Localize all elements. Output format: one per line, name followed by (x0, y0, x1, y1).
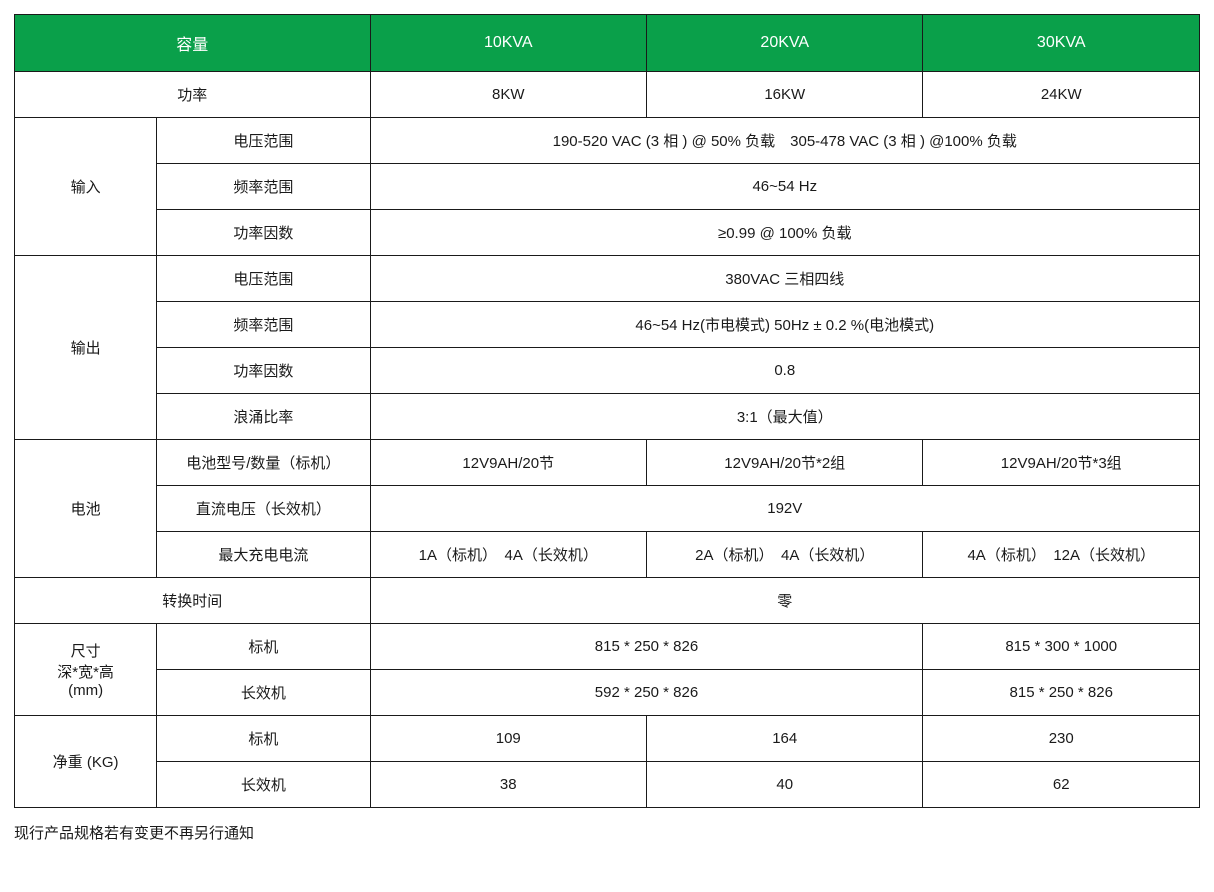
row-transfer: 转换时间 零 (15, 578, 1200, 624)
spec-table: 容量 10KVA 20KVA 30KVA 功率 8KW 16KW 24KW 输入… (14, 14, 1200, 808)
cell-weight-long-30: 62 (923, 762, 1200, 808)
cell-size-std-30: 815 * 300 * 1000 (923, 624, 1200, 670)
cell-output-group: 输出 (15, 256, 157, 440)
row-output-voltage: 输出 电压范围 380VAC 三相四线 (15, 256, 1200, 302)
cell-battery-charge-10: 1A（标机） 4A（长效机） (370, 532, 646, 578)
cell-size-std-12: 815 * 250 * 826 (370, 624, 923, 670)
row-output-surge: 浪涌比率 3:1（最大值） (15, 394, 1200, 440)
cell-battery-model-10: 12V9AH/20节 (370, 440, 646, 486)
cell-battery-charge-20: 2A（标机） 4A（长效机） (647, 532, 923, 578)
header-30kva: 30KVA (923, 15, 1200, 72)
row-size-std: 尺寸 深*宽*高 (mm) 标机 815 * 250 * 826 815 * 3… (15, 624, 1200, 670)
cell-input-voltage-value: 190-520 VAC (3 相 ) @ 50% 负载 305-478 VAC … (370, 118, 1199, 164)
row-battery-charge: 最大充电电流 1A（标机） 4A（长效机） 2A（标机） 4A（长效机） 4A（… (15, 532, 1200, 578)
cell-power-label: 功率 (15, 72, 371, 118)
row-output-pf: 功率因数 0.8 (15, 348, 1200, 394)
cell-weight-long-10: 38 (370, 762, 646, 808)
size-line2: 深*宽*高 (57, 664, 114, 681)
cell-power-20: 16KW (647, 72, 923, 118)
cell-input-pf-label: 功率因数 (157, 210, 370, 256)
cell-output-freq-label: 频率范围 (157, 302, 370, 348)
header-row: 容量 10KVA 20KVA 30KVA (15, 15, 1200, 72)
cell-size-long-12: 592 * 250 * 826 (370, 670, 923, 716)
size-line3: (mm) (68, 682, 103, 699)
cell-battery-model-30: 12V9AH/20节*3组 (923, 440, 1200, 486)
cell-battery-dcv-label: 直流电压（长效机） (157, 486, 370, 532)
row-input-voltage: 输入 电压范围 190-520 VAC (3 相 ) @ 50% 负载 305-… (15, 118, 1200, 164)
header-10kva: 10KVA (370, 15, 646, 72)
cell-weight-std-30: 230 (923, 716, 1200, 762)
row-output-freq: 频率范围 46~54 Hz(市电模式) 50Hz ± 0.2 %(电池模式) (15, 302, 1200, 348)
header-20kva: 20KVA (647, 15, 923, 72)
cell-battery-group: 电池 (15, 440, 157, 578)
footnote: 现行产品规格若有变更不再另行通知 (14, 822, 1200, 843)
cell-size-std-label: 标机 (157, 624, 370, 670)
cell-output-pf-label: 功率因数 (157, 348, 370, 394)
cell-transfer-label: 转换时间 (15, 578, 371, 624)
cell-weight-std-20: 164 (647, 716, 923, 762)
cell-output-voltage-value: 380VAC 三相四线 (370, 256, 1199, 302)
row-weight-std: 净重 (KG) 标机 109 164 230 (15, 716, 1200, 762)
cell-size-long-label: 长效机 (157, 670, 370, 716)
cell-output-pf-value: 0.8 (370, 348, 1199, 394)
cell-output-voltage-label: 电压范围 (157, 256, 370, 302)
row-battery-dcv: 直流电压（长效机） 192V (15, 486, 1200, 532)
cell-weight-std-10: 109 (370, 716, 646, 762)
cell-weight-long-label: 长效机 (157, 762, 370, 808)
cell-output-surge-label: 浪涌比率 (157, 394, 370, 440)
row-power: 功率 8KW 16KW 24KW (15, 72, 1200, 118)
cell-battery-charge-label: 最大充电电流 (157, 532, 370, 578)
cell-size-long-30: 815 * 250 * 826 (923, 670, 1200, 716)
cell-output-surge-value: 3:1（最大值） (370, 394, 1199, 440)
cell-transfer-value: 零 (370, 578, 1199, 624)
cell-output-freq-value: 46~54 Hz(市电模式) 50Hz ± 0.2 %(电池模式) (370, 302, 1199, 348)
cell-input-freq-label: 频率范围 (157, 164, 370, 210)
header-capacity: 容量 (15, 15, 371, 72)
cell-input-pf-value: ≥0.99 @ 100% 负载 (370, 210, 1199, 256)
row-weight-long: 长效机 38 40 62 (15, 762, 1200, 808)
cell-power-10: 8KW (370, 72, 646, 118)
cell-power-30: 24KW (923, 72, 1200, 118)
cell-battery-dcv-value: 192V (370, 486, 1199, 532)
cell-weight-group: 净重 (KG) (15, 716, 157, 808)
cell-input-voltage-label: 电压范围 (157, 118, 370, 164)
cell-battery-model-label: 电池型号/数量（标机） (157, 440, 370, 486)
row-input-pf: 功率因数 ≥0.99 @ 100% 负载 (15, 210, 1200, 256)
row-battery-model: 电池 电池型号/数量（标机） 12V9AH/20节 12V9AH/20节*2组 … (15, 440, 1200, 486)
row-input-freq: 频率范围 46~54 Hz (15, 164, 1200, 210)
cell-battery-charge-30: 4A（标机） 12A（长效机） (923, 532, 1200, 578)
cell-input-freq-value: 46~54 Hz (370, 164, 1199, 210)
cell-size-group: 尺寸 深*宽*高 (mm) (15, 624, 157, 716)
cell-battery-model-20: 12V9AH/20节*2组 (647, 440, 923, 486)
size-line1: 尺寸 (71, 643, 101, 660)
cell-weight-long-20: 40 (647, 762, 923, 808)
cell-input-group: 输入 (15, 118, 157, 256)
row-size-long: 长效机 592 * 250 * 826 815 * 250 * 826 (15, 670, 1200, 716)
cell-weight-std-label: 标机 (157, 716, 370, 762)
